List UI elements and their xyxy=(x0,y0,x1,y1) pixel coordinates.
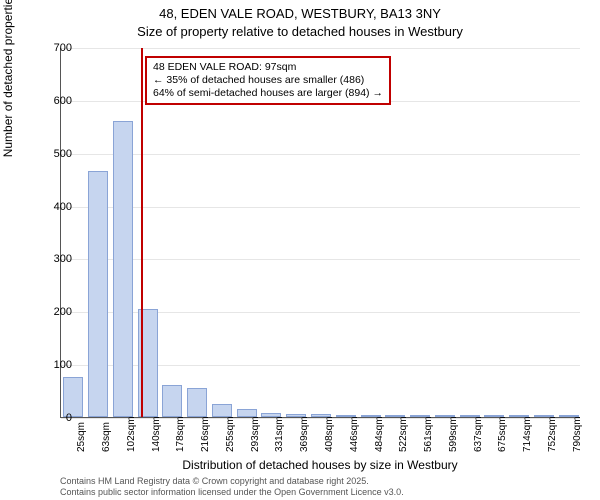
x-tick-label: 216sqm xyxy=(200,416,211,452)
property-size-chart: 48, EDEN VALE ROAD, WESTBURY, BA13 3NY S… xyxy=(0,0,600,500)
chart-title-sub: Size of property relative to detached ho… xyxy=(0,24,600,39)
x-tick-label: 599sqm xyxy=(448,416,459,452)
footer-line-2: Contains public sector information licen… xyxy=(60,487,404,498)
y-tick-label: 100 xyxy=(42,359,72,371)
x-tick-label: 561sqm xyxy=(423,416,434,452)
x-tick-label: 255sqm xyxy=(225,416,236,452)
chart-title-main: 48, EDEN VALE ROAD, WESTBURY, BA13 3NY xyxy=(0,6,600,21)
y-tick-label: 400 xyxy=(42,201,72,213)
histogram-bar xyxy=(187,388,207,417)
y-tick-label: 300 xyxy=(42,253,72,265)
x-tick-label: 484sqm xyxy=(374,416,385,452)
y-tick-label: 700 xyxy=(42,42,72,54)
x-tick-label: 369sqm xyxy=(299,416,310,452)
y-tick-label: 200 xyxy=(42,306,72,318)
gridline xyxy=(61,154,580,155)
annotation-line: 48 EDEN VALE ROAD: 97sqm xyxy=(153,61,383,74)
y-tick-label: 600 xyxy=(42,95,72,107)
histogram-bar xyxy=(212,404,232,417)
annotation-line: 64% of semi-detached houses are larger (… xyxy=(153,87,383,100)
x-tick-label: 102sqm xyxy=(126,416,137,452)
annotation-line: ← 35% of detached houses are smaller (48… xyxy=(153,74,383,87)
x-tick-label: 140sqm xyxy=(151,416,162,452)
x-tick-label: 63sqm xyxy=(101,422,112,452)
x-tick-label: 25sqm xyxy=(76,422,87,452)
x-tick-label: 714sqm xyxy=(522,416,533,452)
x-axis-label: Distribution of detached houses by size … xyxy=(60,458,580,472)
x-tick-label: 637sqm xyxy=(473,416,484,452)
x-tick-label: 178sqm xyxy=(175,416,186,452)
gridline xyxy=(61,207,580,208)
y-tick-label: 0 xyxy=(42,412,72,424)
x-tick-label: 522sqm xyxy=(398,416,409,452)
histogram-bar xyxy=(113,121,133,417)
x-tick-label: 331sqm xyxy=(274,416,285,452)
property-marker-line xyxy=(141,48,143,417)
y-tick-label: 500 xyxy=(42,148,72,160)
histogram-bar xyxy=(162,385,182,417)
y-axis-label: Number of detached properties xyxy=(1,0,15,157)
gridline xyxy=(61,259,580,260)
footer-line-1: Contains HM Land Registry data © Crown c… xyxy=(60,476,404,487)
x-tick-label: 752sqm xyxy=(547,416,558,452)
x-tick-label: 790sqm xyxy=(572,416,583,452)
x-tick-label: 675sqm xyxy=(497,416,508,452)
x-tick-label: 446sqm xyxy=(349,416,360,452)
attribution-footer: Contains HM Land Registry data © Crown c… xyxy=(60,476,404,498)
plot-area: 48 EDEN VALE ROAD: 97sqm← 35% of detache… xyxy=(60,48,580,418)
x-tick-label: 408sqm xyxy=(324,416,335,452)
annotation-box: 48 EDEN VALE ROAD: 97sqm← 35% of detache… xyxy=(145,56,391,105)
gridline xyxy=(61,48,580,49)
histogram-bar xyxy=(88,171,108,417)
x-tick-label: 293sqm xyxy=(250,416,261,452)
